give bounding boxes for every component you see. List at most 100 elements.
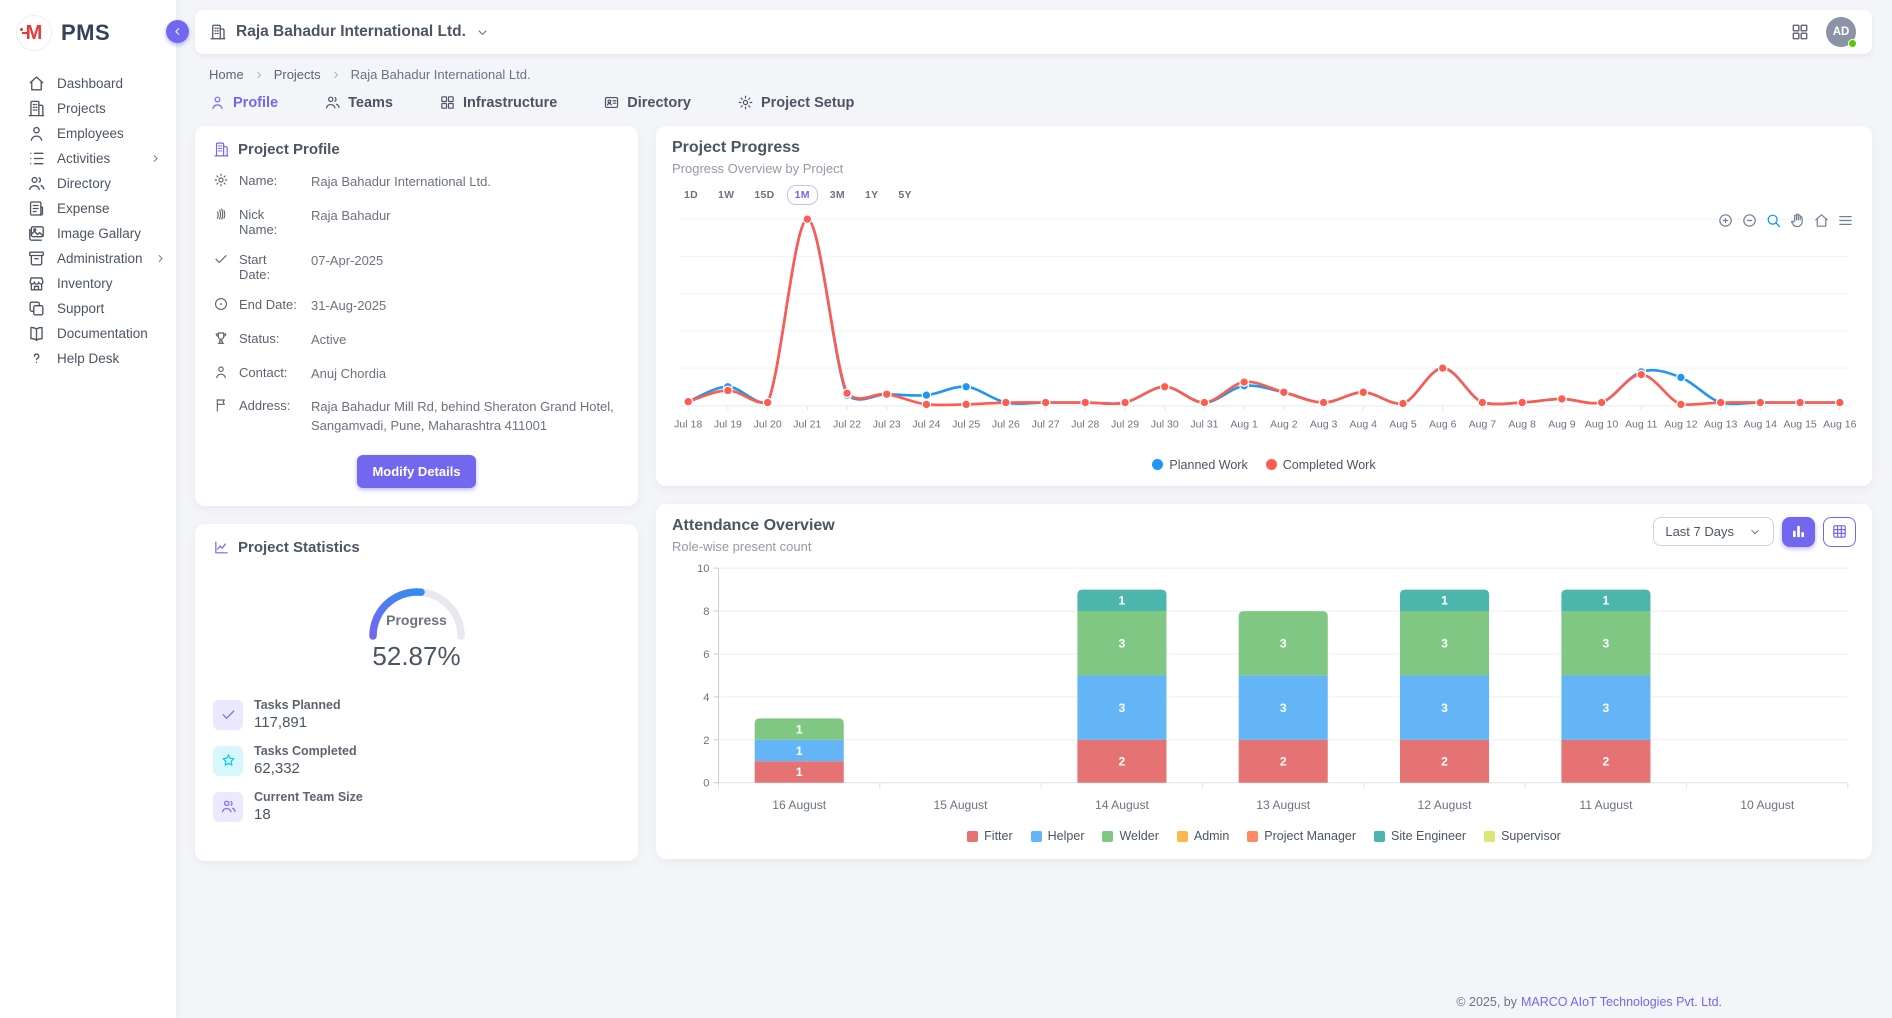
id-card-icon <box>603 94 620 111</box>
bar-view-button[interactable] <box>1782 517 1815 547</box>
range-button-1w[interactable]: 1W <box>710 185 742 205</box>
tab-infrastructure[interactable]: Infrastructure <box>439 94 557 117</box>
fingerprint-icon <box>213 206 229 222</box>
sidebar-item-projects[interactable]: Projects <box>0 96 176 121</box>
sidebar-item-documentation[interactable]: Documentation <box>0 321 176 346</box>
table-view-button[interactable] <box>1823 517 1856 547</box>
field-value: Raja Bahadur Mill Rd, behind Sheraton Gr… <box>311 398 620 436</box>
progress-card-subtitle: Progress Overview by Project <box>672 161 1856 176</box>
company-name: Raja Bahadur International Ltd. <box>236 23 466 41</box>
sidebar-item-dashboard[interactable]: Dashboard <box>0 71 176 96</box>
sidebar-item-image-gallary[interactable]: Image Gallary <box>0 221 176 246</box>
modify-details-button[interactable]: Modify Details <box>357 455 475 488</box>
sidebar-item-inventory[interactable]: Inventory <box>0 271 176 296</box>
gear-icon <box>213 172 229 188</box>
stat-value: 18 <box>254 806 363 823</box>
svg-text:2: 2 <box>703 735 709 747</box>
stat-tasks-completed: Tasks Completed62,332 <box>213 744 620 777</box>
legend-fitter[interactable]: Fitter <box>967 829 1012 843</box>
sidebar-item-activities[interactable]: Activities <box>0 146 176 171</box>
toolbar-hand-icon[interactable] <box>1789 212 1806 229</box>
legend-welder[interactable]: Welder <box>1102 829 1158 843</box>
svg-text:Aug 8: Aug 8 <box>1508 419 1536 431</box>
sidebar-item-directory[interactable]: Directory <box>0 171 176 196</box>
company-selector[interactable]: Raja Bahadur International Ltd. <box>209 23 490 41</box>
sidebar-item-help-desk[interactable]: Help Desk <box>0 346 176 371</box>
book-icon <box>27 324 46 343</box>
legend-project-manager[interactable]: Project Manager <box>1247 829 1356 843</box>
legend-label: Supervisor <box>1501 829 1561 843</box>
chevron-down-icon <box>475 25 490 40</box>
svg-text:2: 2 <box>1603 754 1610 768</box>
tab-profile[interactable]: Profile <box>209 94 278 117</box>
breadcrumb-item-home[interactable]: Home <box>209 67 244 82</box>
date-range-select[interactable]: Last 7 Days <box>1653 517 1774 546</box>
legend-admin[interactable]: Admin <box>1177 829 1229 843</box>
svg-text:Aug 3: Aug 3 <box>1310 419 1338 431</box>
legend-label: Completed Work <box>1283 458 1376 472</box>
legend-marker <box>1266 459 1277 470</box>
legend-helper[interactable]: Helper <box>1031 829 1085 843</box>
toolbar-magnifier-icon[interactable] <box>1765 212 1782 229</box>
range-button-3m[interactable]: 3M <box>822 185 853 205</box>
breadcrumb-item-projects[interactable]: Projects <box>274 67 321 82</box>
footer-company-link[interactable]: MARCO AIoT Technologies Pvt. Ltd. <box>1521 995 1722 1009</box>
legend-site-engineer[interactable]: Site Engineer <box>1374 829 1466 843</box>
footer: © 2025, byMARCO AIoT Technologies Pvt. L… <box>195 987 1872 1018</box>
sidebar-item-administration[interactable]: Administration <box>0 246 176 271</box>
user-icon <box>213 364 229 380</box>
store-icon <box>27 274 46 293</box>
svg-text:14 August: 14 August <box>1095 798 1150 812</box>
range-button-15d[interactable]: 15D <box>746 185 782 205</box>
sidebar: M PMS DashboardProjects Employees Activiti… <box>0 0 176 1018</box>
tab-teams[interactable]: Teams <box>324 94 393 117</box>
field-value: Raja Bahadur International Ltd. <box>311 173 491 192</box>
range-button-1y[interactable]: 1Y <box>857 185 886 205</box>
date-range-value: Last 7 Days <box>1665 524 1734 539</box>
sidebar-item-label: Image Gallary <box>57 226 162 241</box>
legend-label: Admin <box>1194 829 1229 843</box>
range-button-1m[interactable]: 1M <box>787 185 818 205</box>
profile-field-end-date: End Date:31-Aug-2025 <box>213 297 620 316</box>
building-icon <box>27 99 46 118</box>
sidebar-item-employees[interactable]: Employees <box>0 121 176 146</box>
toolbar-menu-icon[interactable] <box>1837 212 1854 229</box>
legend-marker <box>1177 831 1188 842</box>
app-logo[interactable]: M PMS <box>0 0 176 65</box>
toolbar-zoom-out-icon[interactable] <box>1741 212 1758 229</box>
field-label: Address: <box>239 398 301 413</box>
chevron-right-icon <box>154 252 167 265</box>
sidebar-item-expense[interactable]: Expense <box>0 196 176 221</box>
legend-completed-work[interactable]: Completed Work <box>1266 458 1376 472</box>
user-avatar[interactable]: AD <box>1826 17 1856 47</box>
svg-text:Jul 21: Jul 21 <box>793 419 821 431</box>
toolbar-zoom-in-icon[interactable] <box>1717 212 1734 229</box>
range-button-1d[interactable]: 1D <box>676 185 706 205</box>
toolbar-home-icon[interactable] <box>1813 212 1830 229</box>
svg-text:3: 3 <box>1441 636 1448 650</box>
svg-text:Jul 29: Jul 29 <box>1111 419 1139 431</box>
tab-project-setup[interactable]: Project Setup <box>737 94 854 117</box>
archive-icon <box>27 249 46 268</box>
progress-card-title: Project Progress <box>672 139 1856 157</box>
apps-grid-icon[interactable] <box>1790 22 1810 42</box>
tab-directory[interactable]: Directory <box>603 94 691 117</box>
legend-marker <box>1102 831 1113 842</box>
sidebar-collapse-button[interactable] <box>166 20 189 43</box>
legend-marker <box>1484 831 1495 842</box>
legend-supervisor[interactable]: Supervisor <box>1484 829 1561 843</box>
svg-text:Jul 26: Jul 26 <box>992 419 1020 431</box>
svg-text:Aug 16: Aug 16 <box>1823 419 1856 431</box>
svg-text:Aug 1: Aug 1 <box>1230 419 1258 431</box>
range-button-5y[interactable]: 5Y <box>890 185 919 205</box>
avatar-initials: AD <box>1833 26 1850 38</box>
main-area: Raja Bahadur International Ltd. AD Home P… <box>176 0 1892 1018</box>
svg-text:13 August: 13 August <box>1256 798 1311 812</box>
sidebar-item-label: Employees <box>57 126 162 141</box>
tab-label: Profile <box>233 95 278 111</box>
check-icon <box>213 251 229 267</box>
sidebar-item-support[interactable]: Support <box>0 296 176 321</box>
chevron-right-icon <box>149 152 162 165</box>
help-icon <box>27 349 46 368</box>
legend-planned-work[interactable]: Planned Work <box>1152 458 1247 472</box>
